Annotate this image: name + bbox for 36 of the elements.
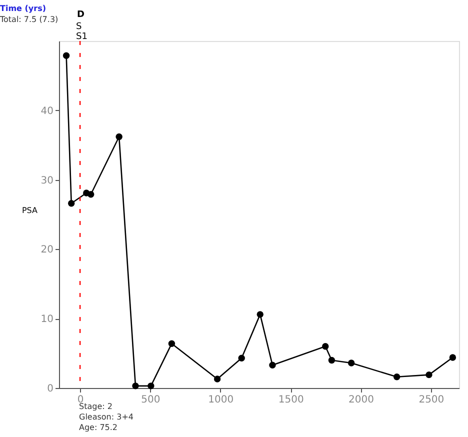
x-tick-label: 2500 — [418, 394, 444, 406]
point — [148, 382, 154, 390]
point — [393, 374, 400, 380]
point — [322, 343, 329, 350]
point — [88, 191, 94, 198]
x-tick-label: 1000 — [208, 394, 234, 406]
text: Total: 7.5 (7.3) — [0, 15, 58, 24]
point — [132, 382, 139, 390]
point — [116, 133, 122, 140]
point — [214, 376, 221, 382]
annotation: S1 — [76, 32, 88, 42]
point — [256, 311, 264, 318]
x-tick-label: 500 — [141, 394, 160, 406]
point — [168, 340, 176, 347]
text: Stage: 2 — [79, 402, 112, 411]
text: Time (yrs) — [0, 4, 46, 13]
point — [62, 52, 70, 59]
point — [238, 354, 245, 362]
y-axis-title: PSA — [22, 206, 38, 215]
y-tick-label: 0 — [47, 384, 54, 394]
text: Gleason: 3+4 — [79, 412, 134, 422]
y-tick-label: 20 — [40, 244, 54, 256]
point — [328, 356, 336, 364]
y-tick-label: 10 — [40, 314, 54, 326]
point — [426, 371, 432, 378]
text: Age: 75.2 — [79, 423, 118, 432]
text: S — [76, 22, 82, 32]
x-tick-label: 2000 — [348, 394, 374, 406]
point — [348, 360, 355, 366]
ref-line-label: D — [77, 10, 85, 20]
y-tick-label: 30 — [40, 175, 54, 186]
y-tick-label: 40 — [40, 106, 54, 117]
point — [449, 354, 456, 361]
point — [68, 200, 75, 207]
point — [269, 362, 276, 368]
x-tick-label: 1500 — [278, 394, 304, 406]
